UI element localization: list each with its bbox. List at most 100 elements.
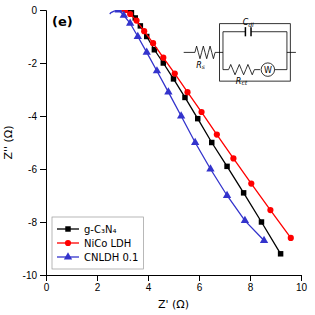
y-tick: -8 — [28, 217, 46, 228]
x-tick: 4 — [146, 275, 152, 293]
plot: 0 2 4 6 8 10 0 -2 -4 -6 -8 -10 Z' (Ω) Z'' (Ω) (e) g-C₃N… — [2, 5, 307, 311]
y-axis: 0 -2 -4 -6 -8 -10 — [23, 5, 47, 281]
circuit-label: Cdl — [243, 18, 254, 28]
series-marker — [115, 10, 123, 12]
circuit-wire — [222, 32, 223, 70]
x-tick-label: 8 — [248, 282, 254, 293]
series-marker — [184, 89, 190, 95]
y-tick-mark — [40, 10, 46, 11]
legend-label: CNLDH 0.1 — [84, 252, 138, 263]
circuit-inset: RsCdlWRct — [184, 18, 296, 86]
legend-box — [52, 217, 143, 269]
legend-label: NiCo LDH — [84, 238, 131, 249]
series-marker — [288, 235, 294, 241]
x-tick-mark — [250, 275, 251, 281]
y-tick-label: 0 — [31, 5, 37, 16]
circuit-wire — [287, 52, 296, 53]
circuit-wire — [223, 69, 229, 70]
y-tick: -10 — [23, 270, 46, 281]
series-marker — [241, 216, 249, 223]
series-marker — [141, 28, 147, 34]
x-tick: 0 — [44, 275, 50, 293]
legend-swatch-marker — [64, 252, 72, 259]
y-tick-mark — [40, 63, 46, 64]
circuit-wire — [275, 69, 287, 70]
x-tick: 2 — [95, 275, 101, 293]
series-marker — [127, 11, 133, 17]
circuit-wire — [286, 32, 287, 70]
circuit-box — [220, 24, 291, 81]
series-marker — [177, 111, 185, 118]
series-marker — [223, 191, 231, 198]
circuit-wire — [184, 52, 195, 53]
y-tick-mark — [40, 116, 46, 117]
circuit-warburg — [261, 63, 274, 76]
x-tick: 8 — [248, 275, 254, 293]
circuit-wire — [215, 52, 223, 53]
legend-swatch-marker — [65, 240, 71, 246]
legend-label: g-C₃N₄ — [84, 224, 116, 235]
x-tick-mark — [97, 275, 98, 281]
circuit-wire — [254, 69, 260, 70]
x-tick-label: 10 — [296, 282, 308, 293]
x-tick-label: 2 — [95, 282, 101, 293]
series-marker — [198, 109, 204, 115]
series-marker — [120, 10, 128, 17]
x-tick-mark — [148, 275, 149, 281]
circuit-wire — [245, 27, 247, 36]
series-marker — [260, 236, 268, 243]
series-marker — [195, 116, 200, 121]
series-marker — [248, 180, 254, 186]
y-tick-label: -8 — [28, 217, 37, 228]
legend: g-C₃N₄ NiCo LDH CNLDH 0.1 — [52, 217, 143, 269]
series-marker — [164, 87, 172, 94]
y-tick: 0 — [31, 5, 46, 16]
series-marker — [224, 164, 229, 169]
series-marker — [191, 138, 199, 145]
y-tick-label: -4 — [28, 111, 37, 122]
series-marker — [278, 251, 283, 256]
x-axis-line — [47, 276, 302, 282]
series-marker — [182, 95, 187, 100]
y-tick-label: -10 — [23, 270, 38, 281]
series-marker — [206, 164, 214, 171]
y-tick: -4 — [28, 111, 46, 122]
circuit-wire — [223, 31, 245, 32]
circuit-resistor — [229, 64, 255, 74]
title: (e) — [52, 14, 73, 29]
series-marker — [160, 55, 166, 61]
x-tick-label: 4 — [146, 282, 152, 293]
circuit-label: W — [264, 65, 272, 74]
series-marker — [153, 66, 161, 73]
series-marker — [126, 18, 134, 25]
x-axis: 0 2 4 6 8 10 — [44, 275, 308, 293]
y-axis-line — [40, 11, 47, 276]
series-marker — [267, 207, 273, 213]
series-marker — [172, 71, 178, 77]
y-axis-title: Z'' (Ω) — [2, 125, 15, 159]
y-tick-mark — [40, 169, 46, 170]
series-marker — [259, 219, 264, 224]
series-marker — [143, 48, 151, 55]
y-tick-mark — [40, 222, 46, 223]
series-marker — [241, 190, 246, 195]
x-tick-label: 6 — [197, 282, 203, 293]
x-axis-title: Z' (Ω) — [158, 298, 189, 311]
series-marker — [134, 32, 142, 39]
x-tick: 10 — [296, 275, 308, 293]
x-tick: 6 — [197, 275, 203, 293]
y-tick: -2 — [28, 58, 46, 69]
series-marker — [214, 131, 220, 137]
series-marker — [209, 140, 214, 145]
circuit-wire — [251, 31, 287, 32]
x-tick-mark — [199, 275, 200, 281]
series-marker — [230, 155, 236, 161]
series-line — [120, 10, 291, 238]
circuit-resistor — [195, 46, 215, 59]
x-tick-label: 0 — [44, 282, 50, 293]
series-marker — [150, 40, 156, 46]
x-tick-mark — [301, 275, 302, 281]
circuit-label: Rct — [236, 77, 248, 86]
y-tick: -6 — [28, 164, 46, 175]
legend-swatch-marker — [65, 226, 70, 231]
